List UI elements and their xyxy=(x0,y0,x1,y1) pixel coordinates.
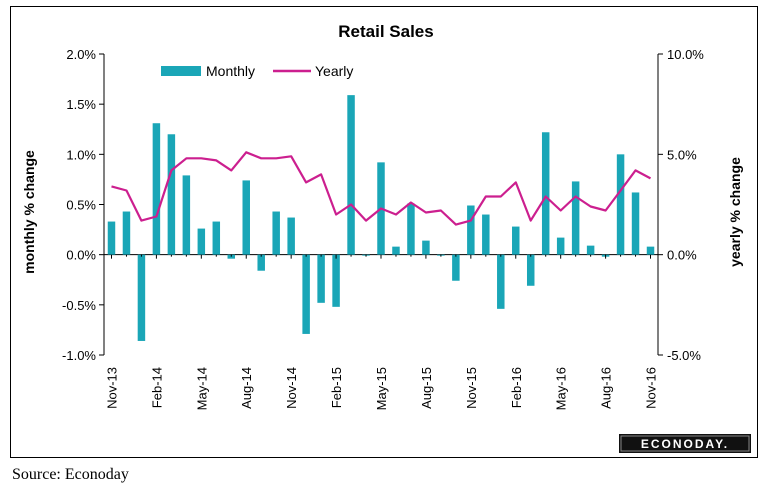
y-right-tick-label: 5.0% xyxy=(667,147,697,162)
bar-monthly xyxy=(631,192,640,255)
econoday-logo: ECONODAY. xyxy=(619,434,751,453)
x-tick-label: Nov-14 xyxy=(284,367,299,409)
x-tick-label: Aug-14 xyxy=(239,367,254,409)
y-right-tick-label: 10.0% xyxy=(667,47,704,62)
y-right-tick-label: -5.0% xyxy=(667,348,701,363)
y-left-tick-label: -0.5% xyxy=(62,298,96,313)
y-left-tick-label: -1.0% xyxy=(62,348,96,363)
y-left-tick-label: 1.5% xyxy=(66,97,96,112)
bar-monthly xyxy=(167,134,176,255)
x-tick-label: Feb-15 xyxy=(329,367,344,408)
x-tick-label: Aug-15 xyxy=(419,367,434,409)
bar-monthly xyxy=(152,123,161,255)
y-left-tick-label: 1.0% xyxy=(66,147,96,162)
logo-text: ECONODAY. xyxy=(641,437,729,451)
x-tick-label: May-14 xyxy=(194,367,209,410)
x-tick-label: Nov-15 xyxy=(464,367,479,409)
bar-monthly xyxy=(272,211,280,255)
bar-monthly xyxy=(302,254,310,334)
bar-monthly xyxy=(122,211,131,255)
bar-monthly xyxy=(227,254,236,259)
bar-monthly xyxy=(347,95,355,255)
bar-monthly xyxy=(526,254,535,286)
bar-monthly xyxy=(452,254,460,281)
bar-monthly xyxy=(556,237,565,255)
bar-monthly xyxy=(422,240,430,255)
x-tick-label: May-15 xyxy=(374,367,389,410)
bar-monthly xyxy=(287,217,295,255)
y-left-tick-label: 2.0% xyxy=(66,47,96,62)
bar-monthly xyxy=(586,245,595,255)
bar-monthly xyxy=(332,254,340,307)
legend-yearly-label: Yearly xyxy=(315,63,353,79)
bar-monthly xyxy=(467,205,475,255)
y-left-tick-label: 0.5% xyxy=(66,198,96,213)
x-tick-label: May-16 xyxy=(554,367,569,410)
bar-monthly xyxy=(137,254,146,341)
x-tick-label: Nov-16 xyxy=(644,367,659,409)
y-left-axis-title: monthly % change xyxy=(21,150,37,274)
bar-monthly xyxy=(107,221,116,255)
bar-monthly xyxy=(242,180,250,255)
bar-monthly xyxy=(257,254,265,271)
bar-monthly xyxy=(317,254,325,303)
x-tick-label: Nov-13 xyxy=(104,367,119,409)
bar-monthly xyxy=(392,246,400,255)
x-tick-label: Aug-16 xyxy=(599,367,614,409)
bar-monthly xyxy=(407,203,415,255)
legend: Monthly Yearly xyxy=(161,63,353,79)
legend-monthly-swatch xyxy=(161,66,201,76)
bar-monthly xyxy=(182,175,191,255)
legend-monthly-label: Monthly xyxy=(206,63,255,79)
bar-monthly xyxy=(197,228,206,255)
bar-monthly xyxy=(616,154,625,255)
x-tick-label: Feb-14 xyxy=(149,367,164,408)
line-yearly xyxy=(111,151,652,226)
bar-monthly xyxy=(212,221,221,255)
bar-monthly xyxy=(646,246,655,255)
bar-monthly xyxy=(571,181,580,255)
y-left-tick-label: 0.0% xyxy=(66,248,96,263)
source-caption: Source: Econoday xyxy=(12,466,129,483)
bar-monthly xyxy=(482,214,490,255)
y-right-axis-title: yearly % change xyxy=(727,157,743,267)
bar-monthly xyxy=(541,132,550,255)
y-right-tick-label: 0.0% xyxy=(667,248,697,263)
x-tick-label: Feb-16 xyxy=(509,367,524,408)
retail-sales-chart: Retail Sales Monthly Yearly monthly % ch… xyxy=(21,22,751,453)
plot-area: 2.0% 1.5% 1.0% 0.5% 0.0% -0.5% -1.0% 10.0% 5.0% 0… xyxy=(62,47,704,410)
bar-monthly xyxy=(497,254,505,309)
bar-monthly xyxy=(512,226,520,255)
chart-title: Retail Sales xyxy=(338,22,433,41)
chart-frame: Retail Sales Monthly Yearly monthly % ch… xyxy=(10,6,758,458)
